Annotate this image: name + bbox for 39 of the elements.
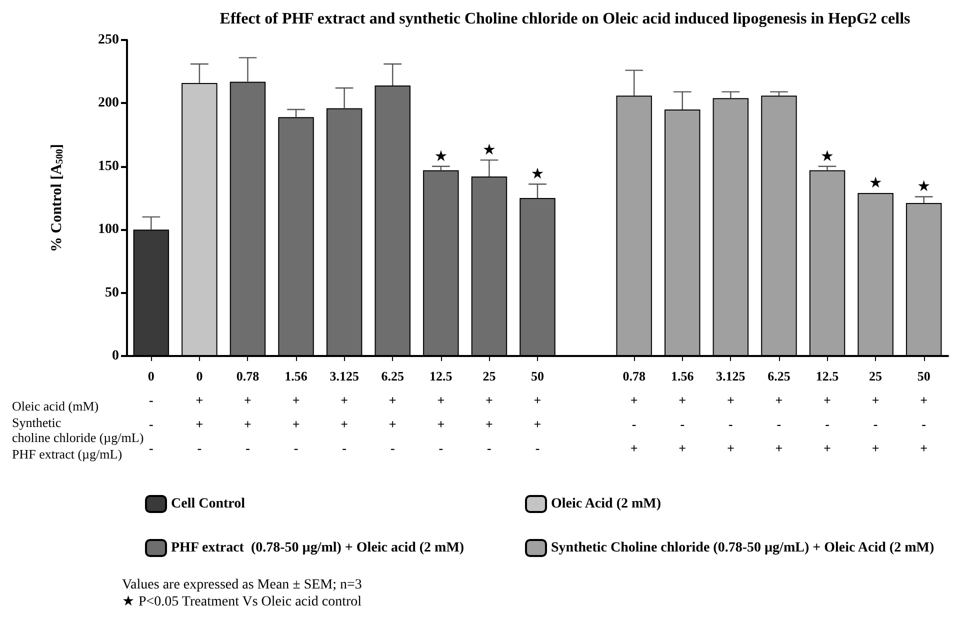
- text: PHF extract (µg/mL): [12, 446, 122, 462]
- text: Values are expressed as Mean ± SEM; n=3: [122, 578, 362, 592]
- y-tick-label: 250: [98, 32, 119, 48]
- x-tick-label: 0.78 + + -: [236, 368, 260, 456]
- x-tick-label: 0.78 + - +: [622, 368, 646, 456]
- y-tick-label: 100: [98, 222, 119, 238]
- legend-label: Oleic Acid (2 mM): [551, 496, 662, 512]
- data-label: ★: [917, 177, 931, 196]
- x-tick-label: 0 - - -: [148, 368, 154, 456]
- x-tick-label: 12.5 + + -: [430, 368, 453, 456]
- legend-label: PHF extract (0.78-50 µg/ml) + Oleic acid (2 mM): [171, 540, 464, 556]
- data-label: ★: [530, 164, 544, 183]
- y-tick-label: 0: [112, 348, 119, 364]
- x-tick-label: 1.56 + - +: [671, 368, 694, 456]
- x-tick-label: 1.56 + + -: [284, 368, 308, 456]
- legend-label: Synthetic Choline chloride (0.78-50 µg/mL) + Oleic Acid (2 mM): [551, 540, 934, 556]
- x-tick-label: 3.125 + + -: [330, 368, 360, 456]
- x-tick-label: 50 + + -: [531, 368, 544, 456]
- x-tick-label: 25 + + -: [482, 368, 496, 456]
- y-tick-label: 50: [105, 285, 119, 300]
- x-tick-label: 25 + - +: [869, 368, 883, 456]
- data-label: ★: [482, 140, 496, 159]
- legend-label: Cell Control: [171, 496, 246, 512]
- x-tick-label: 50 + - +: [917, 368, 930, 456]
- text: Synthetic choline chloride (µg/mL): [12, 415, 144, 445]
- y-tick-label: 200: [98, 96, 119, 111]
- x-tick-label: 3.125 + - +: [716, 368, 746, 456]
- x-tick-label: 6.25 + + -: [381, 368, 404, 456]
- data-label: ★: [868, 173, 882, 192]
- data-label: ★: [820, 146, 834, 165]
- x-tick-label: 6.25 + - +: [768, 368, 791, 456]
- x-tick-label: 12.5 + - +: [816, 368, 840, 456]
- y-axis-title: % Control [A500]: [49, 144, 66, 252]
- text: Oleic acid (mM): [12, 398, 99, 414]
- text: ★ P<0.05 Treatment Vs Oleic acid control: [122, 594, 362, 610]
- chart-title: Effect of PHF extract and synthetic Choline chloride on Oleic acid induced lipogenesis in HepG2 cells: [220, 10, 910, 28]
- x-tick-label: 0 + + -: [196, 368, 204, 456]
- y-tick-label: 150: [98, 158, 119, 174]
- data-label: ★: [434, 146, 448, 165]
